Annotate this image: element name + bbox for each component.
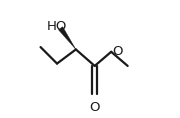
Text: O: O [112,45,122,58]
Text: O: O [89,101,100,114]
Polygon shape [58,27,76,49]
Text: HO: HO [46,20,67,33]
